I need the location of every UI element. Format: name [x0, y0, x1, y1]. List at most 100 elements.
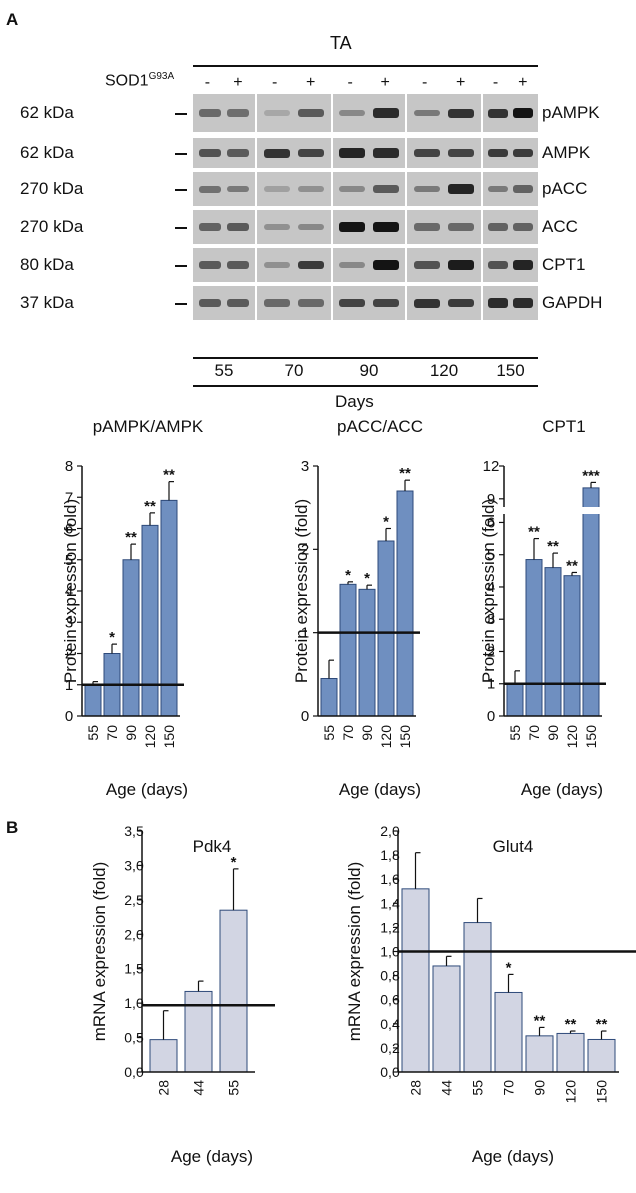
- panel-a-letter: A: [6, 10, 19, 29]
- y-tick-label: 3,0: [124, 857, 144, 873]
- y-tick-label: 0,6: [380, 992, 400, 1008]
- y-tick-label: 1: [301, 625, 309, 642]
- blot-band: [487, 298, 508, 308]
- bar: [122, 559, 140, 717]
- blot-band: [372, 148, 399, 158]
- blot-band: [513, 223, 534, 231]
- significance-mark: **: [566, 557, 578, 574]
- y-tick-label: 1,0: [124, 995, 144, 1011]
- y-tick-label: 2: [301, 541, 309, 558]
- x-tick-label: 70: [526, 725, 542, 741]
- bar: [582, 487, 600, 717]
- blot-band: [227, 299, 250, 307]
- axis-break: [496, 507, 604, 514]
- chart-pacc-acc: pACC/ACC 0 1 2 3 55 * 70 * 90 * 120 ** 150 Protein exp…: [292, 417, 423, 799]
- y-axis-label: mRNA expression (fold): [90, 862, 109, 1042]
- protein-label: pAMPK: [542, 103, 600, 122]
- day-label: 90: [359, 361, 379, 380]
- day-label: 55: [214, 361, 234, 380]
- y-tick-label: 2,0: [124, 926, 144, 942]
- blot-band: [297, 186, 325, 192]
- x-tick-label: 90: [545, 725, 561, 741]
- blot-band: [487, 185, 508, 193]
- y-tick-label: 6: [487, 514, 495, 531]
- bar: [84, 684, 102, 717]
- x-tick-label: 55: [470, 1080, 486, 1096]
- y-tick-label: 0: [65, 708, 73, 725]
- blot-band: [513, 108, 534, 118]
- blot-band: [198, 109, 221, 117]
- x-tick-label: 55: [226, 1080, 242, 1096]
- molecular-weight-tick: [175, 303, 187, 305]
- significance-mark: **: [399, 465, 411, 482]
- bar: [494, 991, 523, 1073]
- bar: [544, 567, 562, 717]
- lane-sign: -: [492, 74, 499, 91]
- bar: [556, 1032, 585, 1073]
- y-tick-label: 9: [487, 491, 495, 508]
- lane-sign: +: [306, 74, 316, 91]
- y-tick-label: 0,0: [124, 1064, 144, 1080]
- bar: [339, 583, 357, 717]
- y-tick-label: 0: [487, 708, 495, 725]
- molecular-weight-tick: [175, 113, 187, 115]
- y-axis-label: Protein expression (fold): [292, 499, 311, 683]
- blot-band: [198, 149, 221, 157]
- bar: [184, 990, 213, 1073]
- y-tick-label: 0,4: [380, 1016, 400, 1032]
- significance-mark: **: [125, 529, 137, 546]
- bar: [563, 575, 581, 717]
- bar: [587, 1038, 616, 1073]
- protein-label: ACC: [542, 217, 578, 236]
- y-tick-label: 0,5: [124, 1030, 144, 1046]
- y-tick-label: 2: [65, 646, 73, 663]
- significance-mark: *: [231, 854, 237, 871]
- bar: [141, 524, 159, 717]
- bar: [506, 683, 524, 717]
- y-tick-label: 1,6: [380, 871, 400, 887]
- y-tick-label: 3: [301, 458, 309, 475]
- significance-mark: **: [534, 1012, 546, 1029]
- chart-glut4: Glut4 0,0 0,2 0,4 0,6 0,8 1,0 1,2 1,4 1,6 1,8 2,0 28…: [345, 823, 636, 1166]
- blot-band: [413, 223, 441, 231]
- blot-band: [339, 298, 366, 308]
- blot-band: [413, 298, 441, 308]
- y-tick-label: 3: [65, 614, 73, 631]
- blot-band: [447, 223, 475, 231]
- molecular-weight-tick: [175, 189, 187, 191]
- protein-label: GAPDH: [542, 293, 603, 312]
- x-axis-label: Age (days): [339, 780, 421, 799]
- molecular-weight-label: 270 kDa: [20, 217, 84, 236]
- x-tick-label: 90: [359, 725, 375, 741]
- blot-band: [297, 148, 325, 158]
- bar: [401, 888, 430, 1073]
- lane-sign: +: [518, 74, 528, 91]
- y-axis-label: mRNA expression (fold): [345, 862, 364, 1042]
- bar: [525, 559, 543, 717]
- y-tick-label: 0: [301, 708, 309, 725]
- x-tick-label: 150: [594, 1080, 610, 1104]
- y-tick-label: 0,8: [380, 968, 400, 984]
- x-tick-label: 70: [340, 725, 356, 741]
- molecular-weight-tick: [175, 227, 187, 229]
- x-tick-label: 55: [85, 725, 101, 741]
- blot-band: [447, 184, 475, 194]
- blot-band: [487, 223, 508, 231]
- lane-sign: +: [456, 74, 466, 91]
- blot-band: [227, 261, 250, 269]
- lane-sign: -: [421, 74, 428, 91]
- molecular-weight-label: 62 kDa: [20, 103, 74, 122]
- blot-band: [413, 261, 441, 269]
- significance-mark: *: [345, 567, 351, 584]
- chart-title: pAMPK/AMPK: [93, 417, 204, 436]
- chart-pdk4: Pdk4 0,0 0,5 1,0 1,5 2,0 2,5 3,0 3,5 28 44 * 55 mRNA …: [90, 823, 275, 1166]
- molecular-weight-label: 62 kDa: [20, 143, 74, 162]
- significance-mark: **: [528, 524, 540, 541]
- blot-band: [227, 109, 250, 117]
- x-tick-label: 28: [156, 1080, 172, 1096]
- blot-band: [339, 261, 366, 269]
- y-tick-label: 1,2: [380, 919, 400, 935]
- blot-band: [487, 148, 508, 158]
- bar: [377, 540, 395, 717]
